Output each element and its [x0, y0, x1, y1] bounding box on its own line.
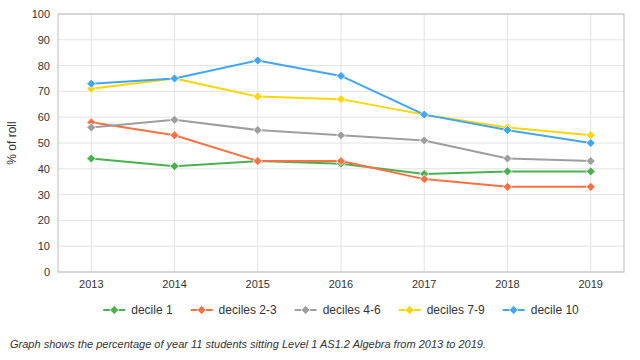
data-point — [420, 110, 429, 119]
legend-item: deciles 2-3 — [191, 303, 277, 317]
x-tick-label: 2014 — [162, 278, 186, 290]
series — [87, 154, 595, 178]
y-tick-label: 10 — [38, 240, 50, 252]
grid-line — [174, 14, 175, 272]
data-point — [503, 126, 512, 135]
data-point — [420, 110, 429, 119]
data-point — [586, 167, 595, 176]
data-point — [87, 154, 96, 163]
y-tick-label: 30 — [38, 189, 50, 201]
legend-label: deciles 7-9 — [427, 303, 485, 317]
data-point — [170, 131, 179, 140]
grid-line — [341, 14, 342, 272]
legend-marker — [301, 306, 310, 315]
data-point — [253, 56, 262, 65]
series — [87, 115, 595, 165]
plot-frame — [58, 14, 624, 272]
y-tick-label: 100 — [32, 8, 50, 20]
grid-line — [507, 14, 508, 272]
y-tick-label: 40 — [38, 163, 50, 175]
data-point — [87, 79, 96, 88]
data-point — [503, 182, 512, 191]
y-tick-label: 80 — [38, 60, 50, 72]
data-point — [503, 154, 512, 163]
legend: decile 1 deciles 2-3 deciles 4-6 deciles 7-… — [103, 303, 579, 317]
data-point — [170, 115, 179, 124]
x-tick-label: 2019 — [578, 278, 602, 290]
y-tick-label: 70 — [38, 85, 50, 97]
series-group — [87, 56, 595, 191]
legend-item: decile 1 — [103, 303, 173, 317]
y-tick-label: 60 — [38, 111, 50, 123]
data-point — [337, 71, 346, 80]
y-axis-label: % of roll — [5, 121, 19, 164]
y-tick-label: 90 — [38, 34, 50, 46]
legend-marker — [110, 306, 119, 315]
data-point — [420, 175, 429, 184]
data-point — [503, 167, 512, 176]
legend-item: decile 10 — [503, 303, 579, 317]
data-point — [170, 74, 179, 83]
legend-marker — [509, 306, 518, 315]
data-point — [87, 123, 96, 132]
legend-marker — [197, 306, 206, 315]
data-point — [253, 92, 262, 101]
data-point — [170, 162, 179, 171]
series-line — [91, 120, 590, 161]
y-tick-label: 50 — [38, 137, 50, 149]
series — [87, 74, 595, 140]
data-point — [253, 157, 262, 166]
legend-item: deciles 7-9 — [399, 303, 485, 317]
data-point — [253, 157, 262, 166]
x-tick-label: 2018 — [495, 278, 519, 290]
x-tick-label: 2015 — [246, 278, 270, 290]
data-point — [170, 74, 179, 83]
series — [87, 56, 595, 148]
data-point — [337, 131, 346, 140]
legend-marker — [405, 306, 414, 315]
chart: 0 10 20 30 40 50 60 70 80 90 100 2013 2014 2015 2016 20… — [0, 0, 640, 360]
series-line — [91, 79, 590, 136]
legend-label: deciles 2-3 — [219, 303, 277, 317]
legend-label: deciles 4-6 — [323, 303, 381, 317]
data-point — [337, 95, 346, 104]
x-tick-label: 2016 — [329, 278, 353, 290]
caption: Graph shows the percentage of year 11 st… — [10, 338, 486, 350]
axes: 0 10 20 30 40 50 60 70 80 90 100 2013 2014 2015 2016 20… — [32, 8, 624, 290]
data-point — [420, 136, 429, 145]
data-point — [253, 126, 262, 135]
data-point — [586, 139, 595, 148]
grid-line — [257, 14, 258, 272]
data-point — [586, 182, 595, 191]
series-line — [91, 60, 590, 143]
data-point — [337, 157, 346, 166]
x-tick-label: 2017 — [412, 278, 436, 290]
x-tick-label: 2013 — [79, 278, 103, 290]
y-tick-label: 20 — [38, 214, 50, 226]
legend-label: decile 1 — [131, 303, 173, 317]
legend-label: decile 10 — [531, 303, 579, 317]
y-tick-label: 0 — [44, 266, 50, 278]
legend-item: deciles 4-6 — [295, 303, 381, 317]
grid-line — [91, 14, 92, 272]
data-point — [586, 157, 595, 166]
